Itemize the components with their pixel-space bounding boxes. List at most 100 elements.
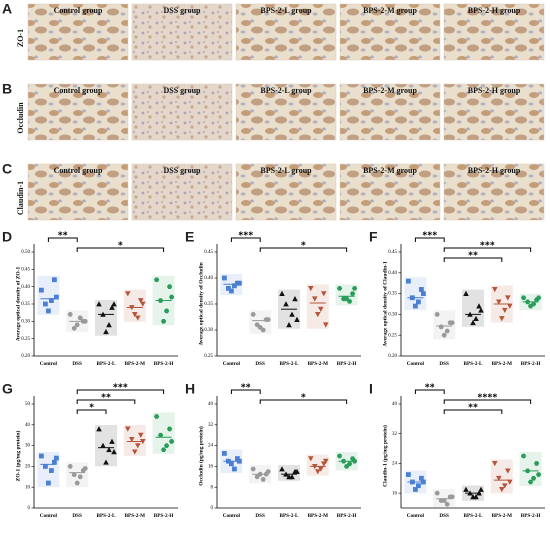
histology-image [235, 83, 337, 141]
image-title: Control group [54, 166, 103, 175]
x-tick-label: Control [223, 361, 241, 367]
y-axis-label: Average optical density of Claudin-1 [382, 261, 388, 347]
significance-label: ** [241, 382, 251, 393]
x-tick-label: BPS-2-M [308, 361, 329, 367]
data-point [283, 301, 289, 307]
y-axis-label: Occludin (pg/mg protein) [197, 426, 204, 486]
data-point [470, 319, 476, 326]
data-point [82, 466, 88, 471]
row-label: ZO-1 [16, 29, 25, 47]
data-point [318, 466, 324, 472]
data-point [125, 291, 131, 297]
x-tick-label: BPS-2-M [125, 361, 146, 367]
data-point [39, 453, 44, 459]
data-point [160, 447, 167, 453]
y-tick-label: 0.35 [21, 302, 30, 307]
x-tick-label: BPS-2-H [337, 361, 357, 367]
y-tick-label: 0.40 [388, 271, 397, 276]
data-point [499, 487, 505, 493]
data-point [111, 301, 117, 307]
significance-bracket [76, 247, 165, 252]
x-tick-label: BPS-2-M [492, 513, 513, 519]
data-point [265, 317, 271, 322]
histology-image [443, 83, 545, 141]
y-tick-label: 0.35 [204, 302, 213, 307]
data-point [232, 283, 237, 289]
data-point [321, 291, 327, 297]
group-shade [433, 310, 456, 340]
x-tick-label: DSS [255, 361, 265, 367]
panel-letter: F [369, 229, 378, 245]
group-shade [123, 289, 146, 322]
data-point [496, 299, 502, 305]
significance-bracket [414, 237, 445, 242]
data-point [312, 296, 318, 302]
significance-label: ** [425, 382, 435, 393]
data-point [499, 316, 505, 322]
data-point [463, 486, 469, 492]
y-tick-label: 40 [392, 402, 398, 407]
significance-label: *** [480, 240, 495, 251]
data-point [67, 312, 73, 317]
data-point [46, 480, 51, 486]
data-point [74, 480, 80, 486]
data-point [96, 426, 102, 432]
x-tick-label: BPS-2-H [337, 513, 357, 519]
data-point [109, 304, 115, 310]
data-point [349, 291, 356, 296]
data-point [507, 479, 513, 485]
data-point [470, 494, 476, 500]
data-point [308, 456, 314, 462]
data-point [535, 472, 542, 477]
data-point [343, 464, 350, 469]
y-tick-label: 32 [208, 423, 214, 428]
image-title: DSS group [164, 166, 202, 175]
data-point [168, 439, 175, 444]
histology-image [27, 83, 129, 141]
data-point [52, 277, 57, 283]
data-point [492, 287, 498, 293]
data-point [109, 438, 115, 444]
significance-label: * [301, 392, 306, 403]
panel-letter: D [2, 229, 12, 245]
group-shade [37, 275, 60, 315]
data-point [103, 328, 109, 335]
x-tick-label: DSS [439, 513, 449, 519]
significance-bracket [259, 399, 348, 404]
data-point [473, 315, 479, 321]
group-shade [519, 452, 542, 486]
data-point [250, 312, 256, 317]
panel-letter: G [2, 381, 13, 397]
x-tick-label: BPS-2-M [492, 361, 513, 367]
significance-bracket [443, 399, 532, 404]
y-tick-label: 0.20 [21, 354, 30, 359]
data-point [520, 453, 527, 459]
significance-bracket [76, 399, 136, 404]
data-point [416, 483, 421, 489]
x-tick-label: DSS [439, 361, 449, 367]
panel-letter: H [185, 381, 195, 397]
data-point [315, 312, 321, 318]
data-point [441, 332, 447, 338]
data-point [49, 298, 54, 303]
y-tick-label: 10 [25, 485, 31, 490]
image-title: BPS-2-L group [260, 166, 312, 175]
data-point [449, 320, 455, 326]
x-tick-label: BPS-2-M [125, 513, 146, 519]
data-point [413, 487, 418, 492]
data-point [527, 479, 534, 485]
data-point [535, 295, 542, 301]
x-tick-label: Control [40, 513, 58, 519]
image-title: BPS-2-M group [363, 166, 417, 175]
x-tick-label: BPS-2-L [463, 513, 483, 519]
histology-image [131, 163, 233, 221]
data-point [71, 325, 77, 331]
row-label: Occludin [16, 102, 25, 134]
data-point [111, 449, 117, 455]
x-tick-label: BPS-2-H [154, 513, 174, 519]
data-point [260, 477, 266, 482]
data-point [413, 303, 418, 309]
y-tick-label: 0.40 [21, 285, 30, 290]
histology-image [443, 163, 545, 221]
